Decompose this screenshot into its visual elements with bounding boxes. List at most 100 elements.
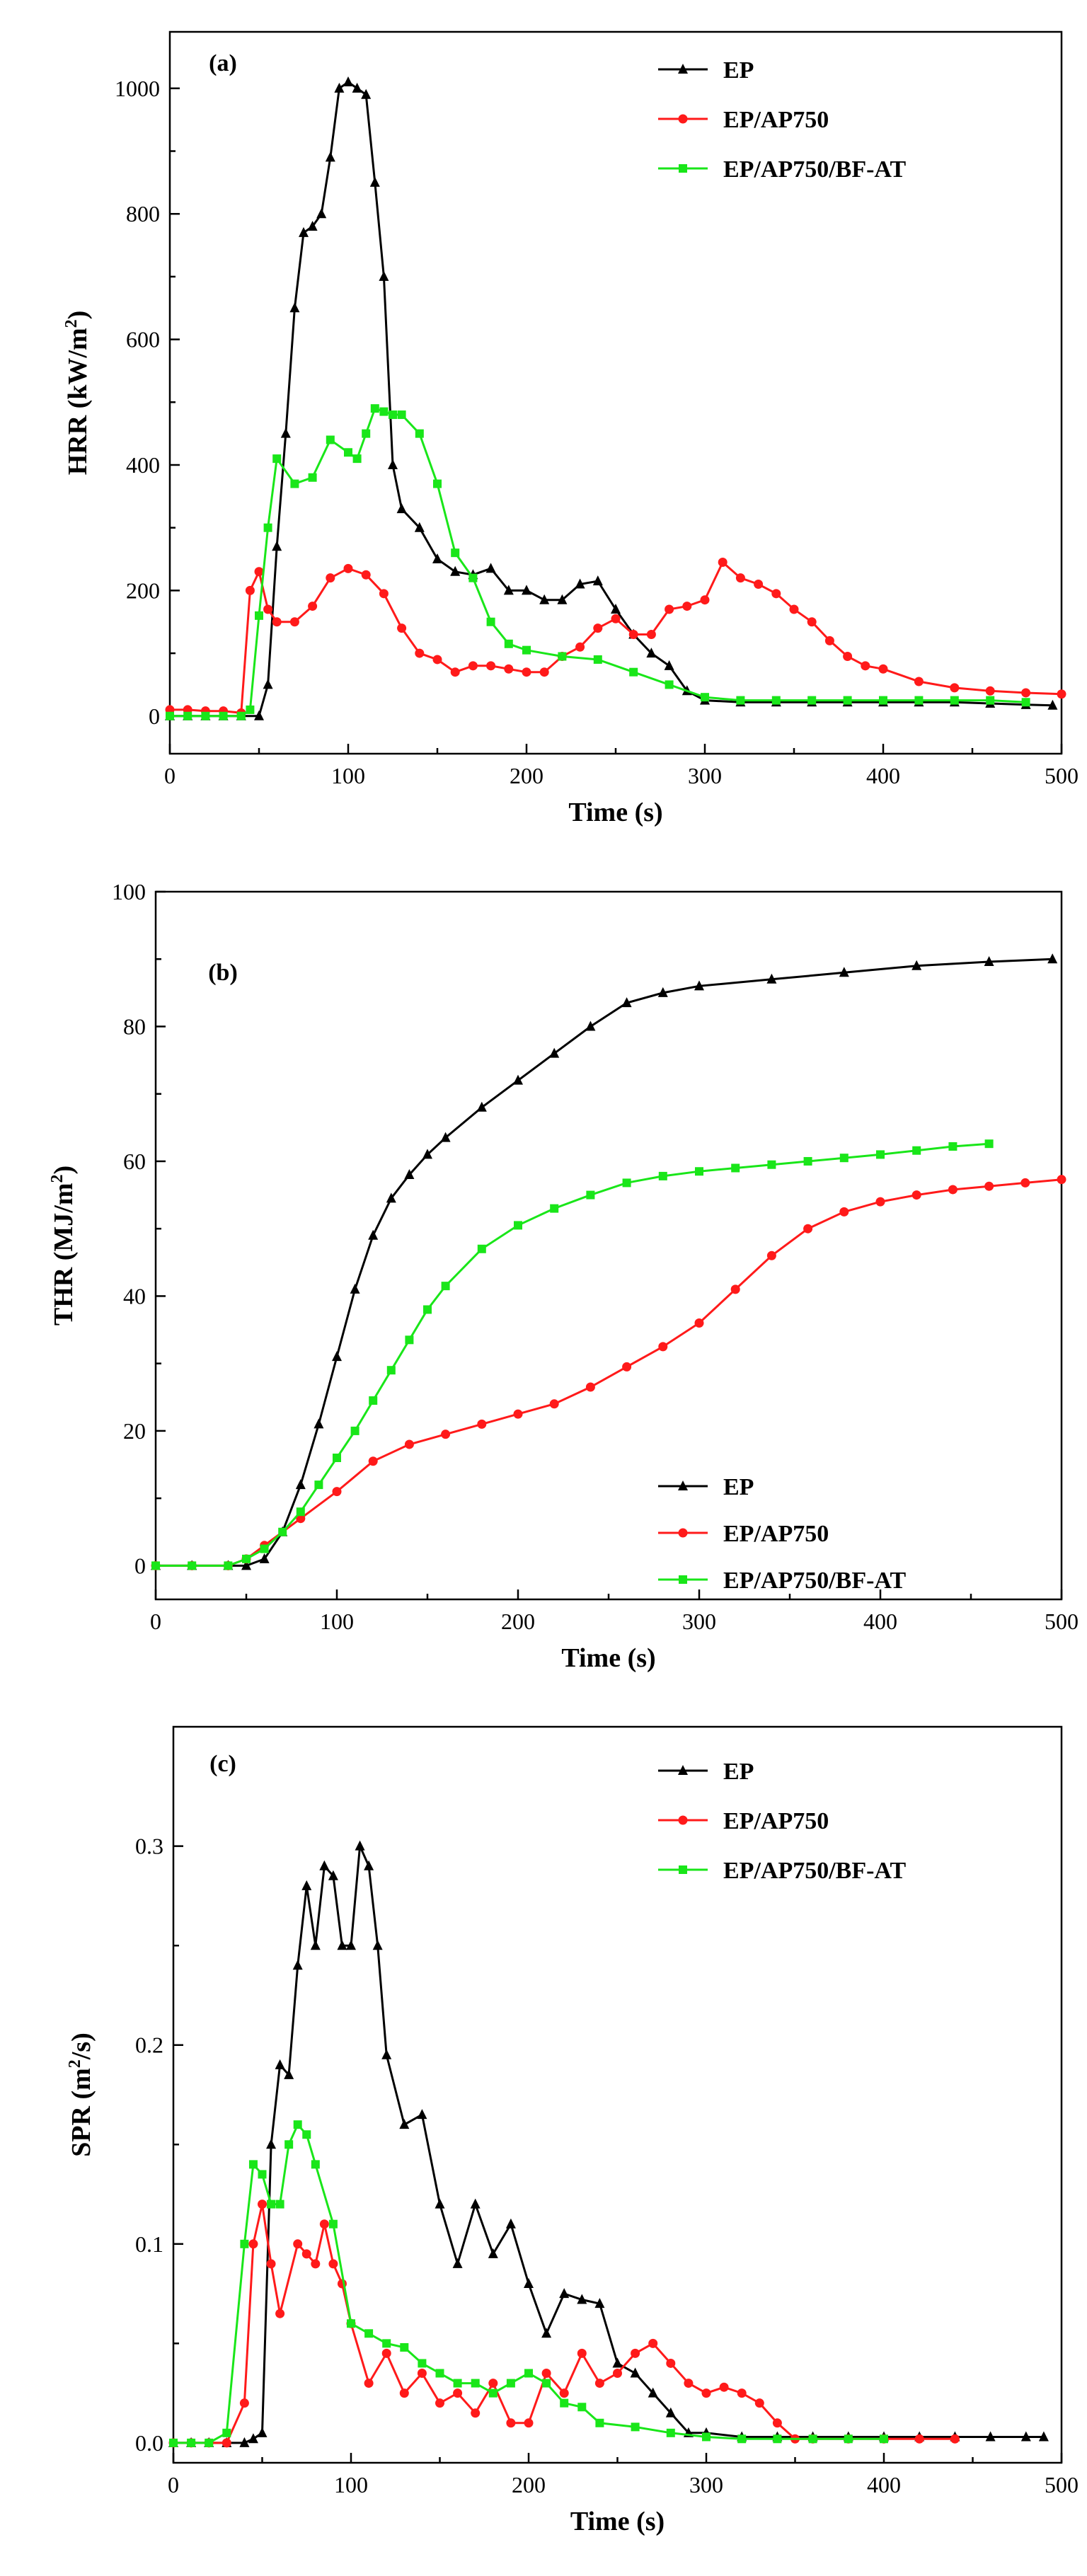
data-point: [284, 2069, 294, 2079]
data-point: [560, 2398, 569, 2408]
data-point: [504, 664, 514, 674]
data-point: [524, 2418, 534, 2428]
data-point: [379, 589, 389, 599]
data-point: [254, 710, 264, 720]
data-point: [985, 2431, 996, 2442]
y-tick-label: 100: [112, 879, 146, 904]
data-point: [1038, 2431, 1049, 2442]
data-point: [1021, 698, 1030, 707]
data-point: [314, 1480, 323, 1490]
data-point: [292, 1960, 303, 1970]
data-point: [514, 1221, 522, 1230]
legend-item: EP/AP750/BF-AT: [658, 156, 906, 183]
data-point: [807, 617, 817, 627]
data-point: [347, 2319, 355, 2328]
data-point: [361, 88, 372, 99]
data-point: [311, 2160, 320, 2169]
series-ep-ap750-bf-at: [169, 2120, 888, 2447]
data-point: [506, 2418, 516, 2428]
data-point: [658, 1342, 668, 1352]
series-line: [173, 2204, 955, 2444]
data-point: [441, 1282, 450, 1291]
series-ep-ap750: [168, 2200, 960, 2448]
data-point: [404, 1169, 415, 1179]
data-point: [701, 2388, 711, 2398]
data-point: [263, 679, 273, 689]
data-point: [593, 655, 602, 664]
data-point: [622, 1178, 631, 1188]
data-point: [405, 1335, 414, 1345]
data-point: [611, 604, 621, 614]
x-tick-label: 300: [688, 763, 722, 788]
data-point: [364, 1860, 374, 1870]
data-point: [844, 2434, 853, 2444]
data-point: [476, 1101, 487, 1112]
data-point: [289, 617, 299, 627]
data-point: [332, 1351, 342, 1362]
data-point: [311, 2259, 321, 2269]
x-tick-label: 400: [866, 763, 900, 788]
data-point: [771, 696, 781, 705]
data-point: [386, 1192, 396, 1203]
data-point: [767, 1160, 776, 1169]
data-point: [684, 2379, 694, 2388]
data-point: [631, 2422, 640, 2432]
data-point: [290, 479, 299, 488]
data-point: [550, 1204, 559, 1213]
data-point: [695, 1167, 703, 1176]
data-point: [417, 2109, 427, 2120]
y-tick-label: 0.3: [135, 1834, 163, 1859]
data-point: [503, 585, 514, 595]
x-tick-label: 300: [682, 1609, 716, 1634]
x-tick-label: 300: [689, 2472, 723, 2497]
data-point: [364, 2329, 374, 2338]
panel-label: (c): [209, 1751, 236, 1777]
legend-label: EP/AP750/BF-AT: [723, 1568, 906, 1594]
data-point: [266, 2139, 277, 2149]
data-point: [488, 2248, 498, 2258]
data-point: [319, 1860, 330, 1870]
data-point: [319, 2219, 329, 2229]
data-point: [766, 1250, 776, 1260]
series-line: [170, 407, 1026, 718]
panel-label: (b): [208, 960, 238, 986]
y-axis-title: THR (MJ/m2): [48, 1166, 79, 1326]
data-point: [611, 614, 621, 623]
data-point: [585, 1020, 596, 1031]
data-point: [296, 1514, 306, 1524]
data-point: [948, 1142, 957, 1151]
data-point: [414, 522, 425, 532]
data-point: [222, 2428, 231, 2437]
data-point: [272, 454, 282, 464]
legend-marker: [678, 1528, 688, 1538]
data-point: [613, 2369, 622, 2379]
data-point: [399, 2119, 410, 2129]
series-line: [170, 560, 1062, 714]
data-point: [254, 567, 264, 577]
data-point: [808, 2434, 817, 2444]
legend-label: EP/AP750/BF-AT: [723, 156, 906, 183]
data-point: [432, 553, 442, 564]
data-point: [1020, 2431, 1031, 2442]
data-point: [370, 404, 379, 413]
data-point: [506, 2379, 515, 2388]
data-point: [364, 2379, 374, 2388]
series-ep-ap750: [165, 557, 1066, 718]
data-point: [839, 1207, 849, 1217]
data-point: [316, 208, 327, 219]
data-point: [807, 696, 817, 705]
data-point: [350, 1426, 360, 1435]
data-point: [754, 2398, 764, 2408]
data-point: [682, 602, 692, 611]
data-point: [731, 1163, 740, 1173]
data-point: [477, 1244, 486, 1253]
x-axis-title: Time (s): [570, 2507, 665, 2536]
data-point: [824, 636, 834, 645]
data-point: [914, 677, 924, 686]
data-point: [275, 2308, 285, 2318]
series-line: [173, 1841, 1044, 2444]
data-point: [470, 2198, 481, 2209]
y-tick-label: 40: [123, 1283, 146, 1309]
data-point: [415, 429, 424, 438]
data-point: [585, 1382, 595, 1392]
